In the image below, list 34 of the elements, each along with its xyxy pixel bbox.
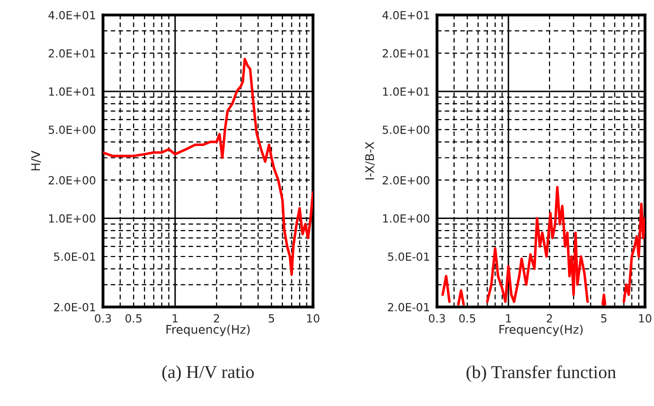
y-tick-label: 5.0E+00 [382, 126, 430, 134]
x-tick-label: 10 [307, 314, 320, 323]
y-tick-label: 1.0E+01 [383, 87, 430, 96]
x-axis-title: Frequency(Hz) [166, 324, 250, 336]
x-tick-label: 0.3 [94, 314, 111, 323]
x-tick-label: 1 [172, 314, 178, 322]
y-tick-label: 2.0E-01 [54, 302, 96, 312]
x-tick-label: 2 [546, 314, 552, 322]
y-tick-label: 1.0E+00 [383, 214, 430, 223]
y-tick-label: 2.0E-01 [388, 302, 430, 312]
x-tick-label: 2 [214, 314, 220, 322]
y-tick-label: 5.0E+00 [48, 126, 96, 134]
y-tick-label: 2.0E+01 [382, 49, 430, 58]
x-tick-label: 0.5 [125, 314, 142, 323]
x-tick-label: 10 [639, 314, 652, 323]
x-axis-title: Frequency(Hz) [500, 324, 583, 336]
text: (a) H/V ratio [162, 365, 254, 382]
y-tick-label: 2.0E+00 [48, 176, 96, 184]
x-tick-label: 0.5 [459, 314, 476, 323]
y-axis-title: I-X/B-X [365, 142, 375, 180]
y-tick-label: 5.0E-01 [388, 252, 430, 261]
y-tick-label: 2.0E+00 [382, 176, 430, 184]
x-tick-label: 1 [506, 314, 511, 322]
y-axis-title: H/V [31, 150, 41, 170]
x-tick-label: 5 [601, 314, 606, 323]
y-tick-label: 1.0E+00 [49, 214, 96, 223]
y-tick-label: 4.0E+01 [48, 10, 96, 20]
y-tick-label: 4.0E+01 [382, 10, 430, 20]
y-tick-label: 1.0E+01 [49, 87, 96, 96]
y-tick-label: 5.0E-01 [54, 252, 96, 261]
text: (b) Transfer function [466, 365, 616, 382]
x-tick-label: 0.3 [428, 314, 445, 323]
x-tick-label: 5 [268, 314, 274, 323]
y-tick-label: 2.0E+01 [48, 49, 96, 58]
